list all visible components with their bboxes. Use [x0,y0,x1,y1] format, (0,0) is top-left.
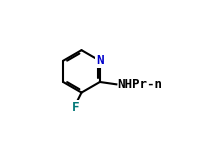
Text: F: F [72,101,79,114]
Text: N: N [96,54,103,67]
Text: NHPr-n: NHPr-n [116,78,161,91]
